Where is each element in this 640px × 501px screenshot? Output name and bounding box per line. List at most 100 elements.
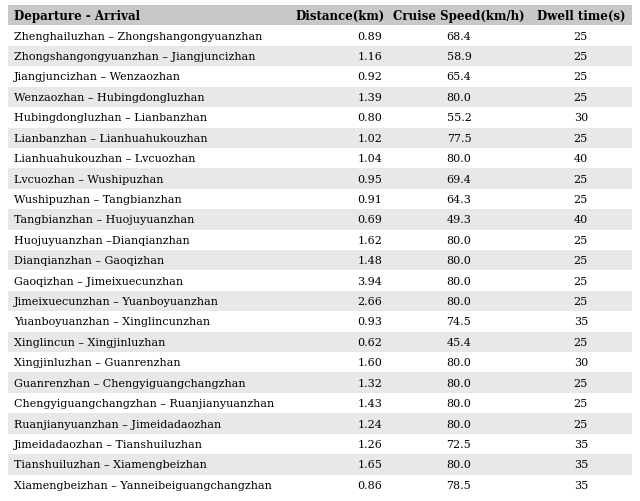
Text: Departure - Arrival: Departure - Arrival [14, 10, 140, 23]
Text: 25: 25 [573, 133, 588, 143]
Text: 25: 25 [573, 419, 588, 429]
Bar [8, 250, 292, 271]
Text: 55.2: 55.2 [447, 113, 472, 123]
Text: Xinglincun – Xingjinluzhan: Xinglincun – Xingjinluzhan [14, 337, 166, 347]
Text: 1.02: 1.02 [357, 133, 382, 143]
Text: 74.5: 74.5 [447, 317, 471, 327]
Bar [8, 312, 292, 332]
Text: Wushipuzhan – Tangbianzhan: Wushipuzhan – Tangbianzhan [14, 194, 182, 204]
Bar [292, 454, 388, 474]
Text: 0.91: 0.91 [357, 194, 382, 204]
Text: Zhenghailuzhan – Zhongshangongyuanzhan: Zhenghailuzhan – Zhongshangongyuanzhan [14, 32, 262, 42]
Bar [8, 169, 292, 189]
Text: 25: 25 [573, 235, 588, 245]
Bar [292, 88, 388, 108]
Text: 25: 25 [573, 93, 588, 103]
Text: Distance(km): Distance(km) [296, 10, 385, 23]
Text: Chengyiguangchangzhan – Ruanjianyuanzhan: Chengyiguangchangzhan – Ruanjianyuanzhan [14, 398, 275, 408]
Text: 1.04: 1.04 [357, 154, 382, 164]
Text: 1.26: 1.26 [357, 439, 382, 449]
Bar [388, 271, 529, 291]
Bar [8, 332, 292, 352]
Text: 35: 35 [573, 480, 588, 490]
Text: Lianbanzhan – Lianhuahukouzhan: Lianbanzhan – Lianhuahukouzhan [14, 133, 208, 143]
Bar [388, 88, 529, 108]
Bar [292, 230, 388, 250]
Text: Lvcuozhan – Wushipuzhan: Lvcuozhan – Wushipuzhan [14, 174, 164, 184]
Text: Dianqianzhan – Gaoqizhan: Dianqianzhan – Gaoqizhan [14, 256, 164, 266]
Bar [529, 312, 632, 332]
Bar [529, 189, 632, 210]
Text: 65.4: 65.4 [447, 72, 472, 82]
Bar [529, 413, 632, 434]
Bar [292, 250, 388, 271]
Text: Xingjinluzhan – Guanrenzhan: Xingjinluzhan – Guanrenzhan [14, 358, 180, 368]
Text: 80.0: 80.0 [447, 256, 472, 266]
Bar [388, 352, 529, 373]
Bar [292, 393, 388, 413]
Text: Zhongshangongyuanzhan – Jiangjuncizhan: Zhongshangongyuanzhan – Jiangjuncizhan [14, 52, 255, 62]
Text: 80.0: 80.0 [447, 398, 472, 408]
Text: 35: 35 [573, 317, 588, 327]
Text: Jimeixuecunzhan – Yuanboyuanzhan: Jimeixuecunzhan – Yuanboyuanzhan [14, 297, 219, 307]
Bar [8, 474, 292, 495]
Bar [529, 67, 632, 88]
Text: Dwell time(s): Dwell time(s) [536, 10, 625, 23]
Bar [529, 250, 632, 271]
Bar [292, 312, 388, 332]
Bar [388, 250, 529, 271]
Bar [388, 332, 529, 352]
Bar [388, 291, 529, 312]
Bar [8, 230, 292, 250]
Bar [8, 413, 292, 434]
Bar [292, 434, 388, 454]
Bar [8, 128, 292, 149]
Text: Hubingdongluzhan – Lianbanzhan: Hubingdongluzhan – Lianbanzhan [14, 113, 207, 123]
Bar [529, 393, 632, 413]
Bar [8, 47, 292, 67]
Text: 0.92: 0.92 [357, 72, 382, 82]
Bar [8, 108, 292, 128]
Text: 25: 25 [573, 337, 588, 347]
Text: 3.94: 3.94 [357, 276, 382, 286]
Bar [292, 169, 388, 189]
Text: 30: 30 [573, 113, 588, 123]
Bar [8, 27, 292, 47]
Bar [529, 88, 632, 108]
Bar [529, 6, 632, 27]
Bar [529, 434, 632, 454]
Text: 0.89: 0.89 [357, 32, 382, 42]
Bar [388, 230, 529, 250]
Bar [8, 373, 292, 393]
Text: 25: 25 [573, 52, 588, 62]
Bar [529, 149, 632, 169]
Text: 78.5: 78.5 [447, 480, 471, 490]
Bar [529, 332, 632, 352]
Text: 80.0: 80.0 [447, 378, 472, 388]
Bar [388, 454, 529, 474]
Bar [292, 210, 388, 230]
Text: 1.62: 1.62 [357, 235, 382, 245]
Text: Tianshuiluzhan – Xiamengbeizhan: Tianshuiluzhan – Xiamengbeizhan [14, 459, 207, 469]
Text: 0.86: 0.86 [357, 480, 382, 490]
Text: 80.0: 80.0 [447, 154, 472, 164]
Bar [388, 434, 529, 454]
Text: 49.3: 49.3 [447, 215, 472, 225]
Text: Huojuyuanzhan –Dianqianzhan: Huojuyuanzhan –Dianqianzhan [14, 235, 190, 245]
Text: 25: 25 [573, 194, 588, 204]
Text: 35: 35 [573, 439, 588, 449]
Bar [388, 474, 529, 495]
Bar [529, 169, 632, 189]
Bar [529, 454, 632, 474]
Bar [8, 454, 292, 474]
Bar [292, 332, 388, 352]
Text: 77.5: 77.5 [447, 133, 471, 143]
Text: 80.0: 80.0 [447, 93, 472, 103]
Bar [292, 6, 388, 27]
Bar [388, 189, 529, 210]
Text: 72.5: 72.5 [447, 439, 471, 449]
Bar [292, 27, 388, 47]
Bar [388, 27, 529, 47]
Bar [529, 474, 632, 495]
Text: 1.16: 1.16 [357, 52, 382, 62]
